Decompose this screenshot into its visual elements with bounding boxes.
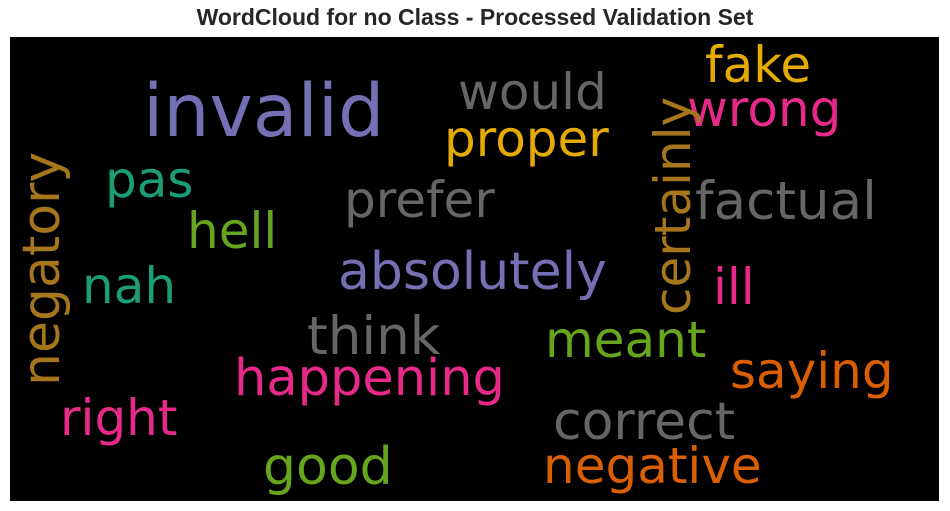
word-negative: negative xyxy=(543,437,762,495)
word-ill: ill xyxy=(713,258,755,316)
word-proper: proper xyxy=(444,110,609,168)
word-would: would xyxy=(458,63,607,121)
word-negatory: negatory xyxy=(12,151,72,386)
word-good: good xyxy=(263,437,393,497)
word-fake: fake xyxy=(705,37,812,94)
word-pas: pas xyxy=(105,151,194,209)
word-nah: nah xyxy=(82,257,177,315)
word-hell: hell xyxy=(187,202,278,260)
word-happening: happening xyxy=(234,349,505,408)
chart-title: WordCloud for no Class - Processed Valid… xyxy=(196,4,754,30)
word-absolutely: absolutely xyxy=(338,242,607,302)
word-factual: factual xyxy=(695,171,877,232)
word-prefer: prefer xyxy=(344,171,495,229)
word-saying: saying xyxy=(730,342,894,400)
word-correct: correct xyxy=(553,392,736,452)
word-certainly: certainly xyxy=(644,96,702,315)
word-invalid: invalid xyxy=(143,69,385,154)
word-wrong: wrong xyxy=(687,80,842,138)
word-meant: meant xyxy=(545,311,707,369)
wordcloud-canvas: invalid would fake wrong proper certainly nega… xyxy=(10,37,939,501)
word-think: think xyxy=(307,306,441,367)
word-right: right xyxy=(60,389,178,447)
